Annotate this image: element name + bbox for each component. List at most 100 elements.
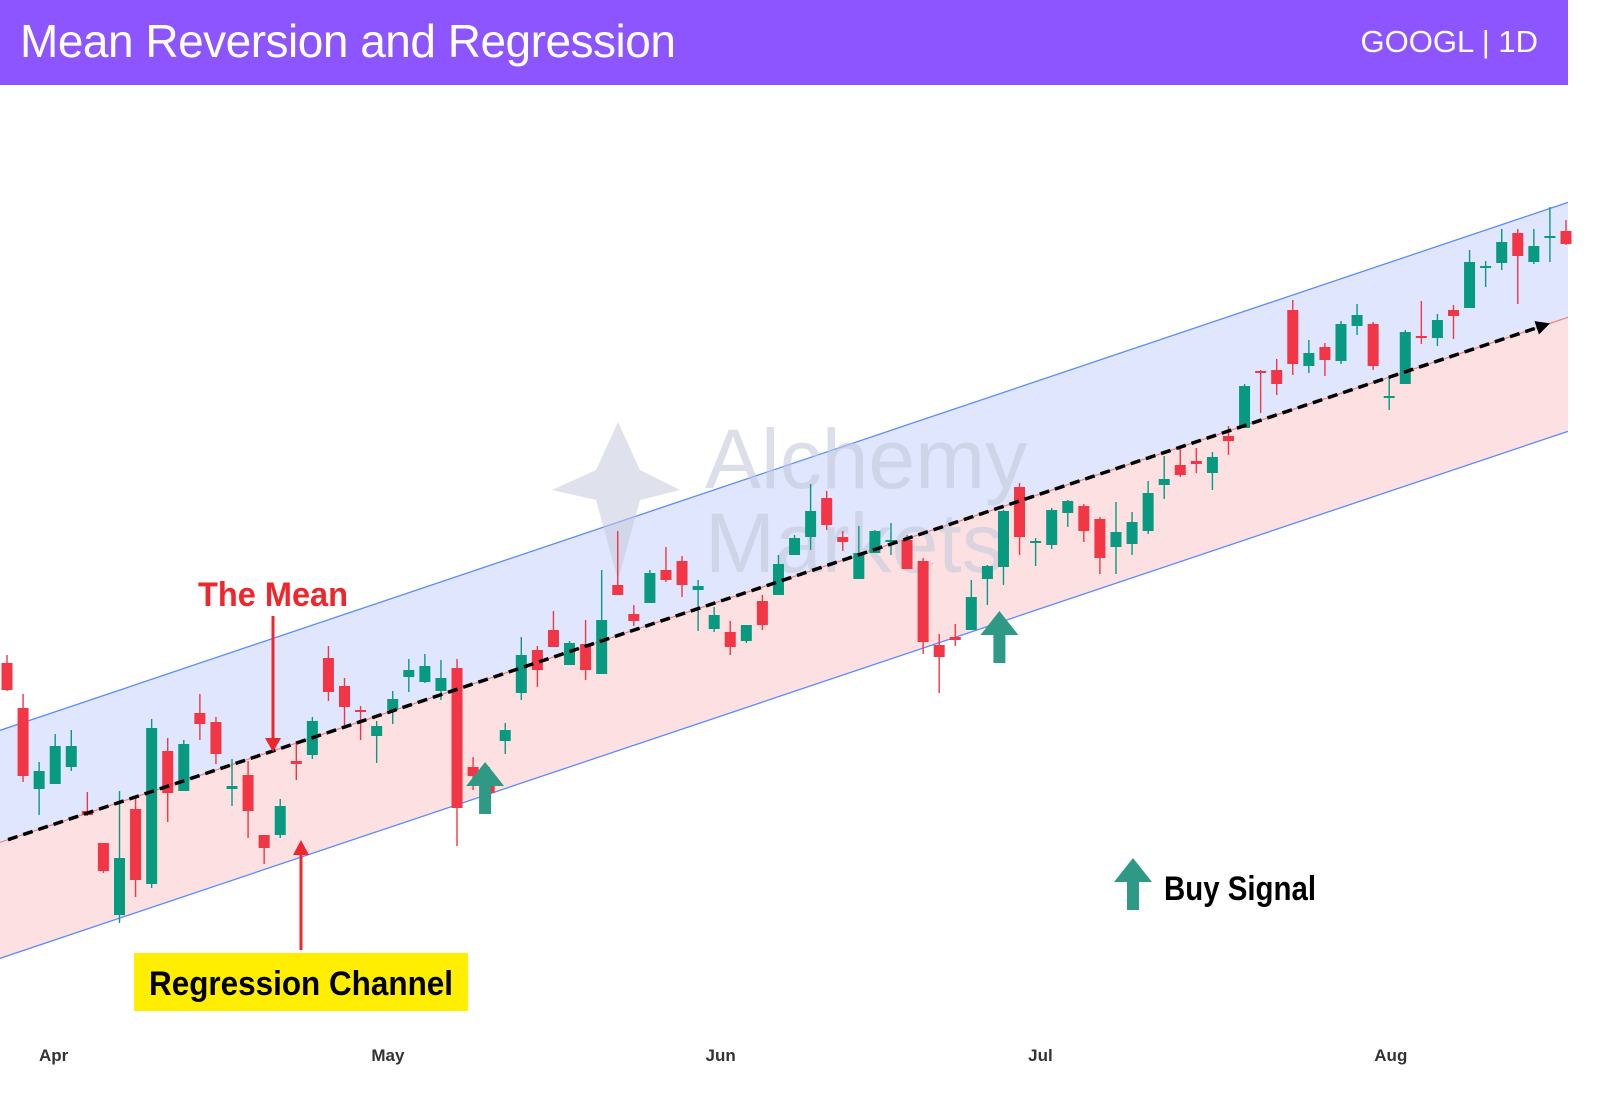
arrow-down-icon	[265, 738, 281, 752]
ticker-timeframe: GOOGL | 1D	[1360, 24, 1538, 59]
candle-body	[467, 767, 479, 776]
candle	[1447, 305, 1459, 339]
candle	[1062, 500, 1074, 527]
candle-body	[515, 655, 527, 693]
candle	[371, 721, 383, 763]
candle	[97, 843, 109, 873]
candle-body	[1078, 506, 1090, 531]
candle-body	[1399, 332, 1411, 384]
candle	[772, 555, 784, 595]
candle	[853, 526, 865, 579]
candle-body	[1190, 461, 1202, 464]
candle	[1351, 304, 1363, 335]
candle-body	[387, 699, 399, 710]
candle	[580, 620, 592, 680]
lower-channel-line	[0, 430, 1569, 959]
mean-dashed-line	[7, 325, 1539, 842]
candle-body	[1126, 522, 1138, 544]
candle-body	[1030, 541, 1042, 543]
buy-arrow-icon	[980, 611, 1019, 663]
candle	[837, 531, 849, 551]
candle	[1464, 250, 1476, 308]
candle-body	[1560, 231, 1572, 244]
candle	[1078, 504, 1090, 542]
candle-body	[1303, 353, 1315, 366]
candle-body	[114, 858, 126, 915]
candle-body	[1415, 336, 1427, 338]
candle	[1, 655, 13, 691]
candle-body	[162, 751, 174, 793]
candle-body	[564, 643, 576, 665]
candle	[965, 580, 977, 630]
candle	[1014, 483, 1026, 555]
candle	[258, 835, 270, 864]
candle	[194, 694, 206, 740]
candle	[162, 738, 174, 822]
candle-body	[676, 561, 688, 585]
candle	[33, 762, 45, 815]
candle	[1415, 301, 1427, 344]
candle-body	[1062, 501, 1074, 513]
candle-body	[1383, 396, 1395, 398]
candle	[1287, 300, 1299, 375]
upper-channel-line	[0, 201, 1569, 731]
candle-body	[33, 771, 45, 789]
candle	[242, 761, 254, 838]
candle	[451, 659, 463, 846]
candle	[756, 595, 768, 630]
candle-body	[612, 585, 624, 595]
candle-body	[805, 511, 817, 537]
candle	[596, 570, 608, 674]
candle-body	[1447, 310, 1459, 316]
buy-signal-legend: Buy Signal	[1114, 858, 1316, 910]
candle	[564, 641, 576, 665]
candle-body	[1287, 310, 1299, 364]
candle-body	[644, 573, 656, 603]
candle	[660, 547, 672, 582]
candle	[226, 759, 238, 806]
candle-body	[949, 637, 961, 640]
candle-body	[1255, 371, 1267, 373]
candle-body	[1335, 324, 1347, 361]
candle-body	[1528, 246, 1540, 262]
header-bar: Mean Reversion and Regression GOOGL | 1D	[0, 0, 1568, 85]
candle	[1046, 508, 1058, 549]
candle	[1110, 502, 1122, 574]
candle-body	[1174, 465, 1186, 475]
candle-body	[917, 561, 929, 642]
candle-body	[242, 775, 254, 811]
page-title: Mean Reversion and Regression	[20, 15, 676, 67]
candle-body	[1351, 315, 1363, 326]
candle	[1142, 481, 1154, 534]
arrow-up-icon	[293, 840, 309, 855]
candle-body	[1512, 233, 1524, 256]
candle-body	[1110, 532, 1122, 547]
candle-body	[339, 686, 351, 707]
upper-band-fill	[0, 202, 1568, 843]
watermark-line1: Alchemy	[705, 412, 1027, 506]
x-tick-label: May	[371, 1046, 405, 1065]
candle-body	[1271, 370, 1283, 384]
candle	[1319, 343, 1331, 376]
candle	[49, 734, 61, 784]
candle-body	[274, 806, 286, 835]
candle-body	[547, 630, 559, 647]
mean-arrowhead-icon	[1534, 321, 1550, 335]
candle-body	[1480, 266, 1492, 268]
candle	[692, 580, 704, 631]
candle-body	[258, 835, 270, 848]
candle-body	[146, 728, 158, 884]
channel-annotation: Regression Channel	[134, 840, 468, 1011]
candle	[1158, 456, 1170, 499]
candle-body	[1094, 519, 1106, 558]
candle-body	[531, 650, 543, 670]
candle	[1544, 207, 1556, 262]
candle	[403, 659, 415, 692]
candle	[130, 798, 142, 897]
candle	[949, 624, 961, 646]
candle-body	[596, 620, 608, 674]
candle-body	[226, 786, 238, 789]
candle-body	[1239, 386, 1251, 428]
candle-body	[194, 713, 206, 724]
candle-body	[130, 809, 142, 880]
